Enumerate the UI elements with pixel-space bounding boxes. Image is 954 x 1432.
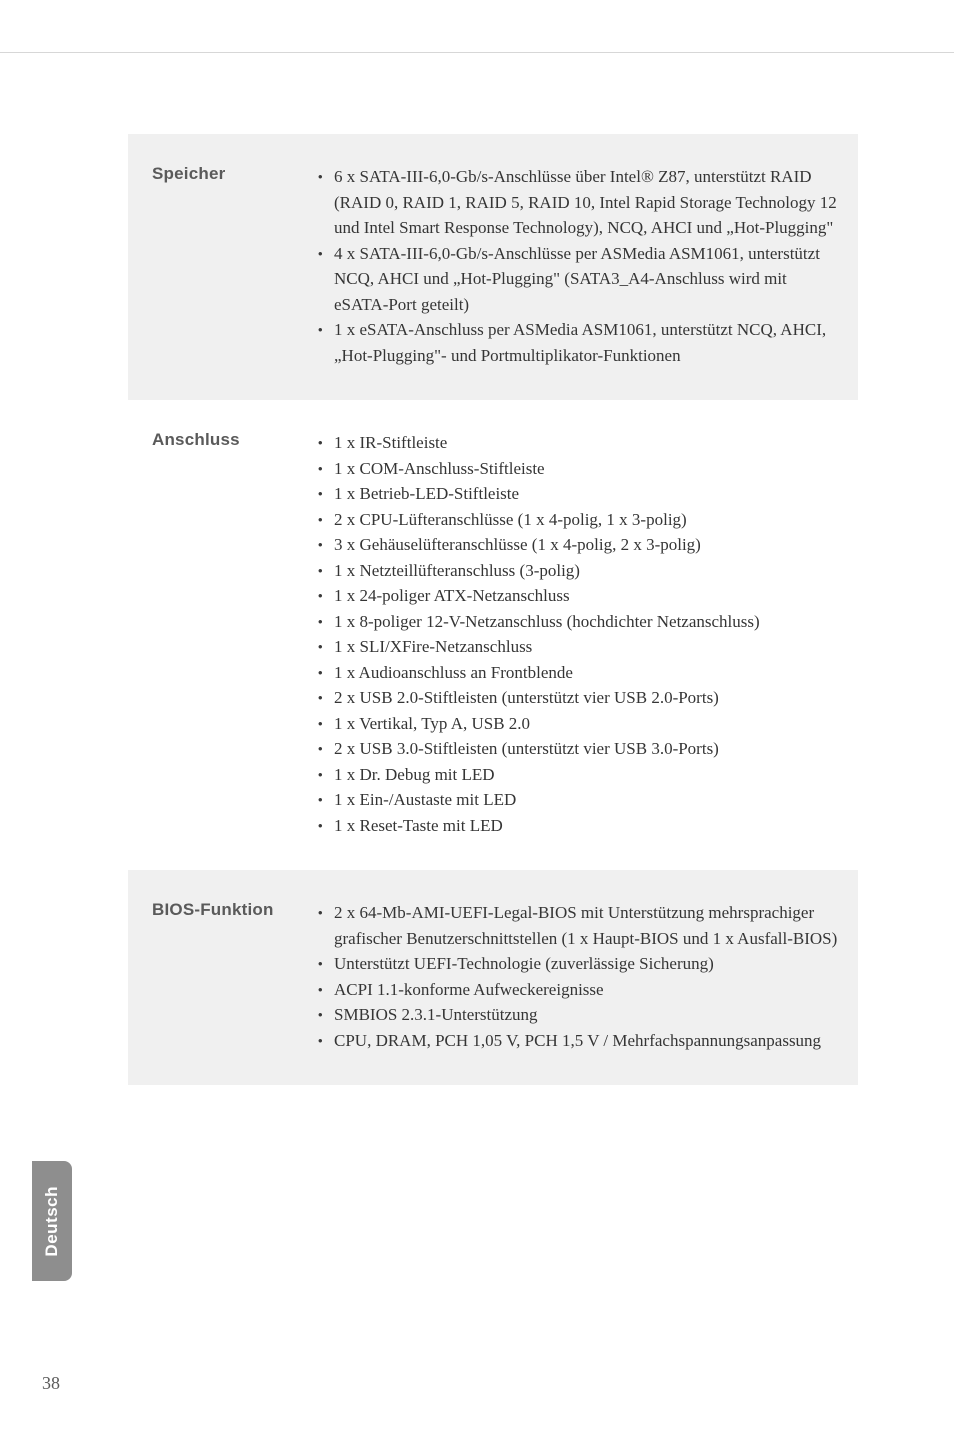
section-label: Anschluss [152, 430, 298, 450]
top-rule [0, 52, 954, 53]
bullet-item: 1 x Betrieb-LED-Stiftleiste [316, 481, 838, 507]
bullet-item: 1 x Audioanschluss an Frontblende [316, 660, 838, 686]
bullet-item: SMBIOS 2.3.1-Unterstützung [316, 1002, 838, 1028]
bullet-item: 1 x IR-Stiftleiste [316, 430, 838, 456]
bullet-item: 2 x CPU-Lüfteranschlüsse (1 x 4-polig, 1… [316, 507, 838, 533]
bullet-item: Unterstützt UEFI-Technologie (zuverlässi… [316, 951, 838, 977]
bullet-item: 2 x USB 2.0-Stiftleisten (unterstützt vi… [316, 685, 838, 711]
bullet-item: ACPI 1.1-konforme Aufweckereignisse [316, 977, 838, 1003]
section-label-col: BIOS-Funktion [152, 900, 316, 1053]
section-label-col: Anschluss [152, 430, 316, 838]
bullet-item: 1 x 24-poliger ATX-Netzanschluss [316, 583, 838, 609]
bullet-item: 1 x Dr. Debug mit LED [316, 762, 838, 788]
bullet-item: 1 x SLI/XFire-Netzanschluss [316, 634, 838, 660]
section-body-col: 1 x IR-Stiftleiste1 x COM-Anschluss-Stif… [316, 430, 838, 838]
section-body-col: 2 x 64-Mb-AMI-UEFI-Legal-BIOS mit Unters… [316, 900, 838, 1053]
language-side-tab: Deutsch [32, 1161, 72, 1281]
spec-section: BIOS-Funktion 2 x 64-Mb-AMI-UEFI-Legal-BI… [128, 870, 858, 1085]
section-label-col: Speicher [152, 164, 316, 368]
language-side-label: Deutsch [42, 1186, 62, 1257]
section-label: BIOS-Funktion [152, 900, 298, 920]
bullet-item: 1 x eSATA-Anschluss per ASMedia ASM1061,… [316, 317, 838, 368]
bullet-list: 1 x IR-Stiftleiste1 x COM-Anschluss-Stif… [316, 430, 838, 838]
bullet-item: 1 x Netzteillüfteranschluss (3-polig) [316, 558, 838, 584]
bullet-item: 1 x COM-Anschluss-Stiftleiste [316, 456, 838, 482]
bullet-item: 2 x USB 3.0-Stiftleisten (unterstützt vi… [316, 736, 838, 762]
spec-section: Speicher 6 x SATA-III-6,0-Gb/s-Anschlüsse… [128, 134, 858, 400]
page-number: 38 [42, 1373, 60, 1394]
content-area: Speicher 6 x SATA-III-6,0-Gb/s-Anschlüsse… [128, 134, 858, 1085]
page: Speicher 6 x SATA-III-6,0-Gb/s-Anschlüsse… [0, 0, 954, 1432]
section-label: Speicher [152, 164, 298, 184]
spec-section: Anschluss 1 x IR-Stiftleiste1 x COM-Ansch… [128, 400, 858, 870]
bullet-item: 3 x Gehäuselüfteranschlüsse (1 x 4-polig… [316, 532, 838, 558]
bullet-item: 1 x Ein-/Austaste mit LED [316, 787, 838, 813]
bullet-item: 1 x Vertikal, Typ A, USB 2.0 [316, 711, 838, 737]
bullet-item: CPU, DRAM, PCH 1,05 V, PCH 1,5 V / Mehrf… [316, 1028, 838, 1054]
bullet-list: 2 x 64-Mb-AMI-UEFI-Legal-BIOS mit Unters… [316, 900, 838, 1053]
bullet-list: 6 x SATA-III-6,0-Gb/s-Anschlüsse über In… [316, 164, 838, 368]
bullet-item: 2 x 64-Mb-AMI-UEFI-Legal-BIOS mit Unters… [316, 900, 838, 951]
bullet-item: 1 x 8-poliger 12-V-Netzanschluss (hochdi… [316, 609, 838, 635]
bullet-item: 1 x Reset-Taste mit LED [316, 813, 838, 839]
bullet-item: 6 x SATA-III-6,0-Gb/s-Anschlüsse über In… [316, 164, 838, 241]
section-body-col: 6 x SATA-III-6,0-Gb/s-Anschlüsse über In… [316, 164, 838, 368]
bullet-item: 4 x SATA-III-6,0-Gb/s-Anschlüsse per ASM… [316, 241, 838, 318]
